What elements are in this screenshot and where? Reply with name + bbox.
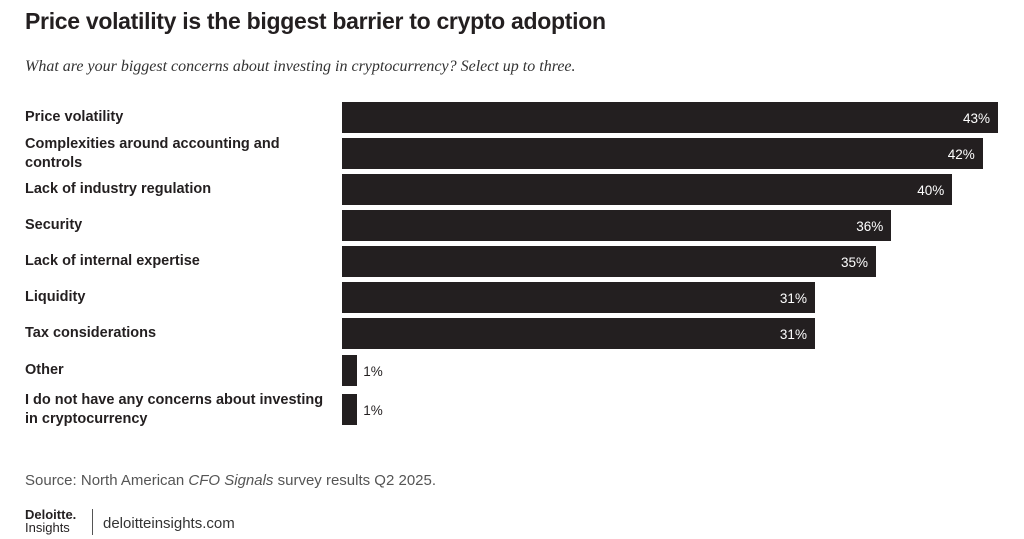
brand-sub: Insights [25, 520, 70, 535]
value-label: 40% [917, 183, 945, 198]
value-label: 1% [363, 364, 383, 379]
bar [342, 246, 876, 277]
category-label: Complexities around accounting and contr… [25, 136, 280, 171]
category-label: Liquidity [25, 289, 86, 305]
value-label: 43% [963, 111, 991, 126]
chart-subtitle: What are your biggest concerns about inv… [25, 58, 576, 75]
source: Source: North American CFO Signals surve… [25, 472, 436, 489]
source-text: Source: North American [25, 472, 189, 489]
source-text: survey results Q2 2025. [273, 472, 437, 489]
category-label: Other [25, 362, 64, 378]
bar [342, 210, 892, 241]
bar [342, 174, 953, 205]
value-label: 31% [779, 291, 807, 306]
source-text: CFO Signals [188, 472, 274, 489]
bar [342, 355, 358, 386]
chart-title: Price volatility is the biggest barrier … [25, 8, 606, 34]
bar [342, 102, 998, 133]
category-label: Security [25, 217, 83, 233]
category-label: Lack of industry regulation [25, 181, 212, 197]
bar [342, 394, 358, 425]
value-label: 1% [363, 403, 383, 418]
website: deloitteinsights.com [103, 515, 235, 532]
bar [342, 138, 983, 169]
category-label: Price volatility [25, 109, 124, 125]
category-label: I do not have any concerns about investi… [25, 392, 324, 427]
separator [92, 509, 93, 535]
value-label: 36% [856, 219, 884, 234]
brand: Deloitte. [25, 507, 77, 522]
value-label: 31% [779, 327, 807, 342]
bar [342, 282, 815, 313]
value-label: 42% [947, 147, 975, 162]
bar [342, 318, 815, 349]
value-label: 35% [840, 255, 868, 270]
category-label: Lack of internal expertise [25, 253, 200, 269]
category-label: Tax considerations [25, 325, 157, 341]
